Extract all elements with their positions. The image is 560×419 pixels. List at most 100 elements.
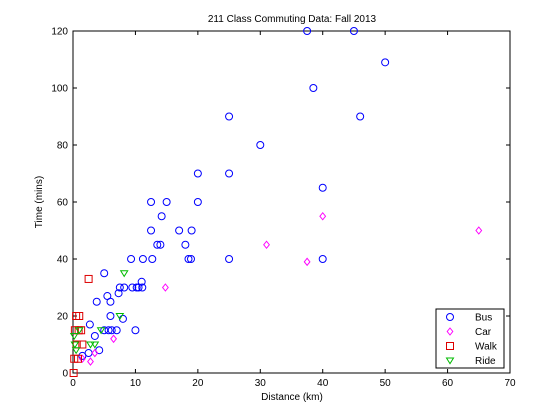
legend-marker-walk: [446, 342, 454, 350]
bus-point: [186, 255, 195, 263]
bus-point: [303, 27, 312, 35]
legend-item-car: Car: [446, 327, 492, 338]
bus-point: [85, 320, 94, 329]
legend-marker-ride: [445, 357, 455, 365]
series-car: [78, 211, 483, 366]
bus-point: [148, 255, 157, 263]
bus-point: [147, 198, 156, 206]
y-tick-label: 20: [57, 312, 69, 323]
bus-point: [90, 331, 99, 340]
ride-point: [115, 313, 125, 321]
bus-point: [138, 283, 147, 292]
bus-point: [175, 226, 184, 235]
legend-label: Ride: [475, 356, 496, 367]
bus-point: [128, 283, 137, 292]
ride-point: [119, 270, 129, 278]
legend-label: Car: [475, 327, 492, 338]
bus-point: [115, 283, 124, 292]
bus-point: [104, 326, 113, 335]
bus-point: [193, 198, 202, 206]
car-point: [303, 257, 311, 267]
axis-ticks: 0 10 20 30 40 50 60 70 0 20 40 60 80 100 120: [51, 27, 516, 390]
car-point: [161, 283, 169, 292]
car-point: [263, 240, 270, 250]
ride-point: [86, 341, 95, 349]
ride-point: [96, 327, 106, 335]
bus-point: [156, 240, 165, 249]
x-tick-label: 70: [504, 378, 516, 389]
bus-point: [100, 269, 109, 278]
bus-point: [157, 212, 166, 221]
legend-marker-bus: [446, 313, 454, 321]
car-point: [319, 211, 327, 221]
car-point: [78, 354, 86, 364]
series-ride: [69, 270, 129, 355]
bus-point: [137, 277, 146, 286]
bus-point: [138, 255, 147, 263]
bus-point: [131, 326, 140, 335]
legend-item-walk: Walk: [446, 342, 498, 353]
bus-point: [106, 297, 115, 306]
x-axis-title: Distance (km): [261, 392, 323, 403]
x-tick-label: 0: [70, 378, 76, 389]
car-point: [475, 226, 483, 235]
bus-point: [120, 283, 129, 292]
bus-point: [318, 183, 327, 192]
car-point: [110, 334, 118, 344]
y-tick-label: 40: [57, 255, 69, 266]
bus-point: [127, 255, 136, 263]
bus-point: [349, 27, 358, 35]
x-tick-label: 40: [317, 378, 329, 389]
y-tick-label: 80: [57, 141, 69, 152]
bus-point: [147, 226, 156, 235]
y-axis-title: Time (mins): [34, 176, 45, 228]
bus-point: [184, 255, 193, 263]
car-point: [87, 357, 94, 366]
bus-point: [225, 112, 234, 121]
bus-point: [162, 198, 171, 206]
bus-point: [187, 226, 196, 235]
ride-point: [71, 347, 81, 355]
legend-marker-car: [446, 327, 454, 336]
legend-item-bus: Bus: [446, 313, 492, 324]
walk-point: [84, 274, 93, 283]
walk-point: [78, 340, 87, 349]
ride-point: [70, 341, 80, 349]
legend-item-ride: Ride: [445, 356, 496, 367]
ride-point: [69, 333, 79, 341]
bus-point: [381, 58, 390, 67]
car-point: [91, 348, 99, 358]
data-points: [69, 27, 483, 377]
series-bus: [78, 27, 390, 360]
y-tick-label: 120: [51, 27, 68, 38]
y-tick-label: 60: [57, 198, 69, 209]
x-tick-label: 60: [442, 378, 454, 389]
bus-point: [356, 112, 365, 121]
bus-point: [193, 169, 202, 178]
bus-point: [153, 240, 162, 249]
bus-point: [106, 312, 115, 320]
legend-label: Bus: [475, 313, 492, 324]
walk-point: [75, 312, 84, 320]
bus-point: [225, 169, 234, 178]
x-tick-label: 20: [192, 378, 204, 389]
y-tick-label: 100: [51, 84, 68, 95]
bus-point: [92, 297, 101, 306]
chart-title: 211 Class Commuting Data: Fall 2013: [208, 14, 377, 25]
walk-point: [69, 369, 78, 377]
bus-point: [114, 289, 123, 298]
bus-point: [256, 141, 265, 149]
x-tick-label: 30: [255, 378, 267, 389]
ride-point: [90, 341, 100, 349]
bus-point: [309, 84, 318, 92]
x-tick-label: 50: [380, 378, 392, 389]
legend: Bus Car Walk Ride: [435, 308, 505, 369]
bus-point: [318, 255, 327, 263]
x-tick-label: 10: [130, 378, 142, 389]
ride-point: [74, 327, 84, 335]
bus-point: [112, 326, 121, 335]
bus-point: [107, 326, 116, 335]
legend-label: Walk: [475, 342, 498, 353]
